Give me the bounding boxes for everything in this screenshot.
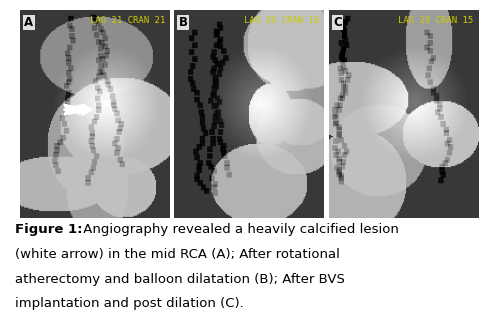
Text: atherectomy and balloon dilatation (B); After BVS: atherectomy and balloon dilatation (B); … bbox=[15, 273, 345, 286]
Text: C: C bbox=[333, 16, 342, 29]
Text: (white arrow) in the mid RCA (A); After rotational: (white arrow) in the mid RCA (A); After … bbox=[15, 248, 340, 261]
Text: Figure 1:: Figure 1: bbox=[15, 223, 82, 236]
Text: Angiography revealed a heavily calcified lesion: Angiography revealed a heavily calcified… bbox=[79, 223, 399, 236]
Text: LAO 21 CRAN 21: LAO 21 CRAN 21 bbox=[90, 16, 165, 25]
Text: LAO 20 CRAN 15: LAO 20 CRAN 15 bbox=[398, 16, 474, 25]
Text: B: B bbox=[178, 16, 188, 29]
Text: LAO 20 CRAN 16: LAO 20 CRAN 16 bbox=[244, 16, 319, 25]
Text: implantation and post dilation (C).: implantation and post dilation (C). bbox=[15, 297, 244, 311]
Text: A: A bbox=[24, 16, 34, 29]
